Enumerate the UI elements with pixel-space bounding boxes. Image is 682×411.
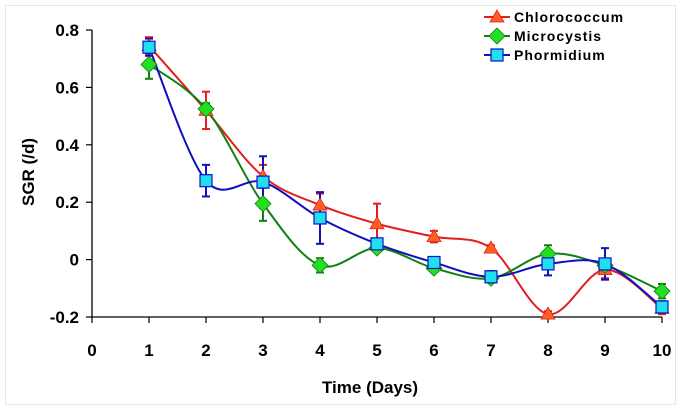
legend-label: Phormidium [514,47,606,63]
x-tick-label: 4 [315,341,325,360]
x-tick-label: 8 [543,341,552,360]
x-tick-label: 9 [600,341,609,360]
y-tick-label: 0.2 [55,193,79,212]
legend-marker-triangle-icon [489,9,505,23]
data-point-chlorococcum [426,228,442,243]
data-point-phormidium [427,255,441,270]
legend-item-phormidium: Phormidium [484,47,606,63]
y-tick-label: -0.2 [50,308,79,327]
error-bars [145,36,666,318]
axes: -0.2 0 0.2 0.4 0.6 0.8 0 1 2 3 4 5 6 7 8 9 10 [50,21,672,360]
data-point-chlorococcum [369,215,385,230]
data-point-microcystis [197,100,215,118]
x-axis-title: Time (Days) [322,378,418,397]
y-axis-title: SGR (/d) [19,138,38,206]
data-point-chlorococcum [483,240,499,254]
x-tick-label: 1 [144,341,153,360]
legend: Chlorococcum Microcystis Phormidium [484,9,624,63]
data-point-phormidium [484,270,498,284]
data-point-microcystis [653,282,671,300]
data-point-microcystis [140,55,158,74]
x-tick-label: 7 [486,341,495,360]
series-line-microcystis [148,63,663,293]
y-tick-label: 0.6 [55,78,79,97]
data-point-phormidium [256,175,270,189]
legend-item-chlorococcum: Chlorococcum [484,9,624,25]
data-point-phormidium [598,257,612,271]
series-lines [148,45,663,316]
data-point-phormidium [142,40,156,54]
legend-item-microcystis: Microcystis [484,27,602,45]
data-point-phormidium [655,300,669,314]
legend-label: Microcystis [514,28,602,44]
data-point-phormidium [541,257,555,271]
data-point-phormidium [199,174,213,188]
data-point-microcystis [311,256,329,274]
series-line-chlorococcum [148,45,663,316]
data-point-phormidium [370,237,384,251]
y-tick-label: 0.8 [55,21,79,40]
data-point-chlorococcum [540,306,556,320]
x-tick-label: 2 [201,341,210,360]
y-tick-label: 0 [70,251,79,270]
x-tick-label: 5 [372,341,381,360]
x-tick-label: 6 [429,341,438,360]
data-point-phormidium [313,211,327,225]
y-tick-label: 0.4 [55,136,79,155]
chart-frame [5,5,676,405]
x-tick-label: 10 [653,341,672,360]
markers [140,37,671,320]
legend-marker-square-icon [490,48,504,62]
legend-marker-diamond-icon [488,27,506,45]
data-point-chlorococcum [312,197,328,211]
series-line-phormidium [148,46,663,308]
x-tick-label: 3 [258,341,267,360]
x-tick-label: 0 [87,341,96,360]
legend-label: Chlorococcum [514,9,624,25]
data-point-microcystis [254,195,272,213]
